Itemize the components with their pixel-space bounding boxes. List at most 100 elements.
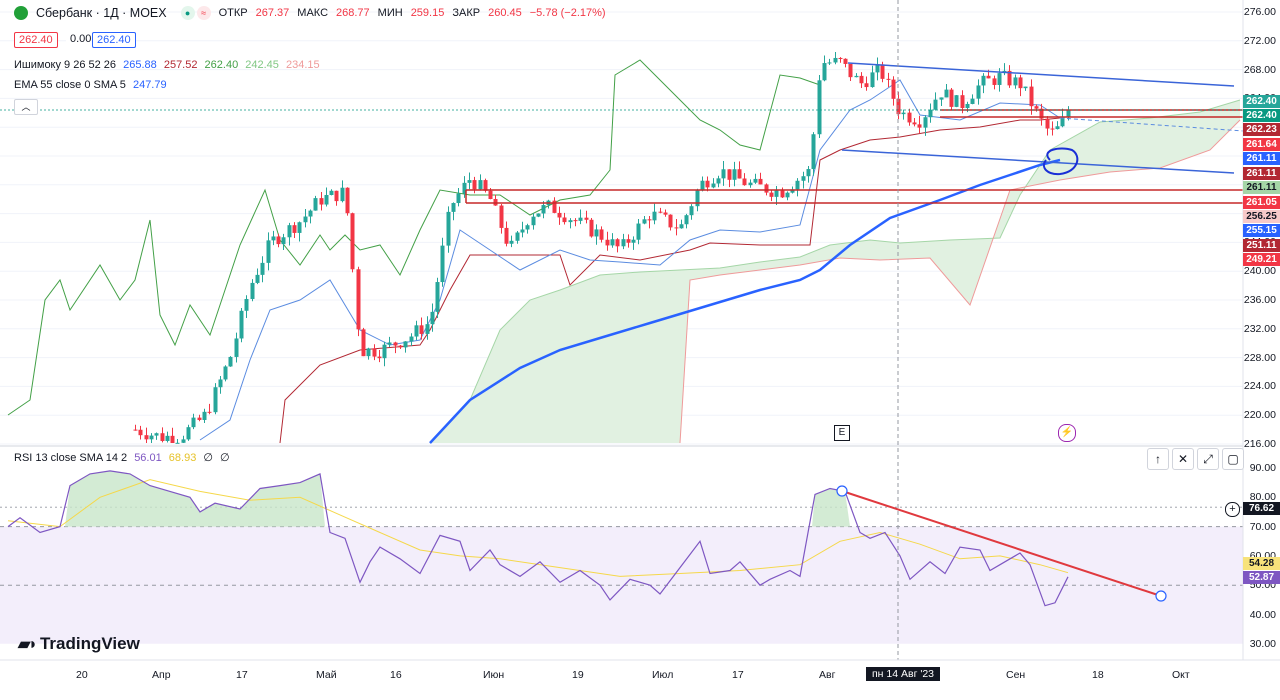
candle-body <box>329 190 334 195</box>
close-value: 260.45 <box>488 7 522 19</box>
candle-body <box>504 227 509 244</box>
candle-body <box>340 187 345 202</box>
price-tag: 261.64 <box>1243 138 1280 151</box>
candle-body <box>456 193 461 204</box>
candle-body <box>859 75 864 84</box>
channel-upper-trendline[interactable] <box>847 62 1235 87</box>
candle-body <box>610 239 615 246</box>
candle-body <box>997 73 1002 85</box>
candle-body <box>234 338 239 357</box>
candle-body <box>912 122 917 125</box>
candle-body <box>499 205 504 228</box>
hand-drawn-circle[interactable] <box>1042 147 1079 176</box>
spread-value: 0.00 <box>66 32 96 46</box>
candle-body <box>764 184 769 193</box>
collapse-pane-button[interactable]: ⤢ <box>1197 448 1219 470</box>
candle-body <box>377 356 382 359</box>
drawings[interactable] <box>0 62 1244 204</box>
rsi-legend[interactable]: RSI 13 close SMA 14 2 56.01 68.93 ∅ ∅ <box>14 451 234 464</box>
trendline-handle-end[interactable] <box>1155 590 1167 602</box>
candle-body <box>605 239 610 246</box>
channel-lower-trendline[interactable] <box>841 149 1235 174</box>
candle-body <box>313 198 318 211</box>
candle-body <box>769 192 774 197</box>
candle-body <box>515 232 520 241</box>
candle-body <box>536 213 541 217</box>
rsi-line <box>7 470 1069 607</box>
rsi-pane[interactable] <box>0 470 1243 644</box>
candle-body <box>737 169 742 179</box>
candle-body <box>573 220 578 222</box>
candle-body <box>361 329 366 357</box>
ema-legend[interactable]: EMA 55 close 0 SMA 5 247.79 <box>14 79 171 91</box>
candle-body <box>440 245 445 283</box>
candle-body <box>976 85 981 99</box>
rsi-sma-value: 68.93 <box>168 452 197 464</box>
time-axis-label: 18 <box>1092 669 1104 681</box>
dividend-icon[interactable]: ⚡ <box>1058 424 1076 442</box>
candle-body <box>795 180 800 190</box>
rsi-axis-label: 70.00 <box>1249 520 1276 533</box>
maximize-pane-button[interactable]: ▢ <box>1222 448 1244 470</box>
price-tag: 262.40 <box>1243 95 1280 108</box>
rsi-trendline[interactable] <box>841 490 1162 597</box>
candle-body <box>207 411 212 413</box>
rsi-axis-label: 90.00 <box>1249 462 1276 474</box>
trendline-handle-start[interactable] <box>836 485 848 497</box>
buy-button[interactable]: 262.40 <box>92 32 136 48</box>
rsi-axis-label: 30.00 <box>1249 637 1276 650</box>
add-alert-plus-icon[interactable]: + <box>1225 502 1240 517</box>
candle-body <box>414 325 419 337</box>
candle-body <box>451 203 456 212</box>
candle-body <box>356 269 361 330</box>
cloud-fill <box>430 100 1240 443</box>
candle-body <box>568 220 573 223</box>
price-tag: 261.11 <box>1243 181 1280 194</box>
move-pane-up-button[interactable]: ↑ <box>1147 448 1169 470</box>
candle-body <box>727 169 732 180</box>
candle-body <box>901 112 906 115</box>
candle-body <box>621 239 626 247</box>
tradingview-mark-icon: ▰◗ <box>18 636 38 653</box>
candle-body <box>615 239 620 247</box>
candle-body <box>1018 77 1023 89</box>
rsi-sma-line <box>7 479 1069 577</box>
candle-body <box>509 240 514 244</box>
price-tag: 261.05 <box>1243 196 1280 209</box>
candle-body <box>843 58 848 64</box>
candle-body <box>631 239 636 243</box>
candle-body <box>658 211 663 213</box>
symbol-header: Сбербанк · 1Д · MOEX ● ≈ ОТКР 267.37 МАКС… <box>14 6 610 20</box>
change-value: −5.78 (−2.17%) <box>529 7 606 19</box>
time-axis-label: Апр <box>152 669 171 681</box>
candle-body <box>711 183 716 188</box>
candle-body <box>790 189 795 193</box>
time-axis-label: 19 <box>572 669 584 681</box>
candle-body <box>366 348 371 357</box>
candle-body <box>154 433 159 436</box>
price-tag: 261.11 <box>1243 167 1280 180</box>
price-tag: 262.23 <box>1243 123 1280 136</box>
senkou-span-b <box>679 119 1241 444</box>
candle-body <box>928 109 933 118</box>
candle-body <box>848 63 853 78</box>
symbol-name[interactable]: Сбербанк · 1Д · MOEX <box>36 6 167 20</box>
candle-body <box>175 442 180 444</box>
ichimoku-legend[interactable]: Ишимоку 9 26 52 26 265.88 257.52 262.40 … <box>14 59 324 71</box>
senkou-span-a <box>429 99 1241 444</box>
candle-body <box>954 95 959 107</box>
candles <box>133 51 1071 444</box>
delete-pane-button[interactable]: ✕ <box>1172 448 1194 470</box>
status-pills: ● ≈ <box>180 6 211 20</box>
sell-button[interactable]: 262.40 <box>14 32 58 48</box>
candle-body <box>753 178 758 183</box>
candle-body <box>213 387 218 413</box>
candle-body <box>647 219 652 221</box>
earnings-badge[interactable]: E <box>834 425 850 441</box>
price-axis-label: 232.00 <box>1243 322 1276 335</box>
candle-body <box>748 182 753 186</box>
candle-body <box>382 344 387 359</box>
collapse-legend-button[interactable]: ︿ <box>14 99 38 115</box>
candle-body <box>525 225 530 230</box>
